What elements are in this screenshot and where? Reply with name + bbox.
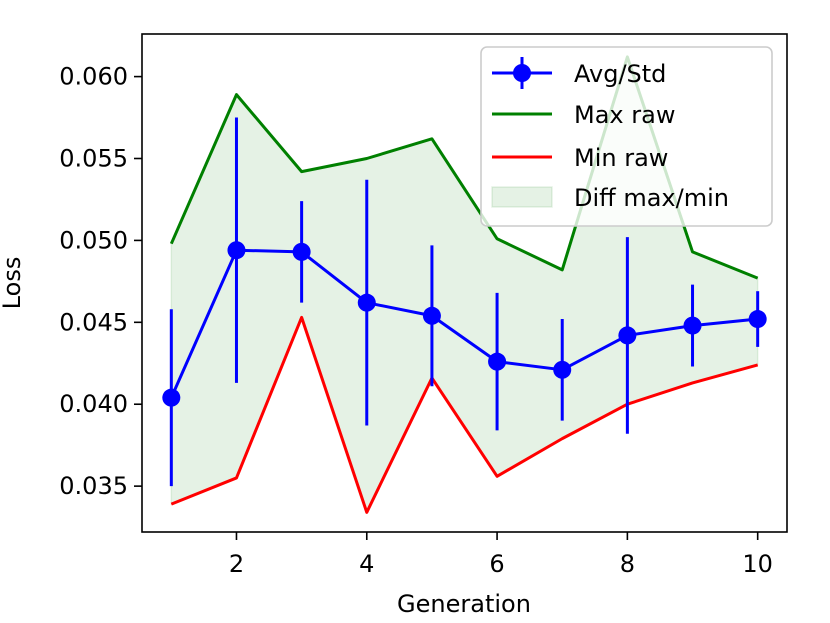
y-axis-label: Loss	[0, 257, 26, 310]
y-tick-label-0.055: 0.055	[59, 145, 128, 173]
x-axis-label: Generation	[397, 590, 531, 618]
legend-item-diff: Diff max/min	[491, 184, 729, 212]
avg-point-gen-7	[553, 360, 572, 379]
legend-label-diff: Diff max/min	[574, 184, 729, 212]
x-tick-label-2: 2	[229, 550, 244, 578]
x-tick-label-8: 8	[620, 550, 635, 578]
legend-item-min-raw: Min raw	[492, 144, 668, 172]
axes-frame	[141, 33, 788, 533]
y-tick-label-0.045: 0.045	[59, 308, 128, 336]
y-tick-label-0.035: 0.035	[59, 472, 128, 500]
legend: Avg/Std Max raw Min raw Diff max/min	[480, 46, 773, 227]
legend-avg-marker	[513, 64, 531, 82]
legend-box	[480, 46, 773, 227]
legend-label-avg-std: Avg/Std	[574, 60, 666, 88]
x-tick-label-6: 6	[489, 550, 504, 578]
legend-item-max-raw: Max raw	[492, 101, 675, 129]
legend-item-avg-std: Avg/Std	[492, 57, 666, 89]
avg-point-gen-5	[422, 306, 441, 325]
avg-point-gen-8	[618, 326, 637, 345]
avg-point-gen-3	[292, 242, 311, 261]
legend-label-min-raw: Min raw	[574, 144, 668, 172]
y-tick-label-0.060: 0.060	[59, 63, 128, 91]
avg-point-gen-10	[748, 310, 767, 329]
x-ticks: 2 4 6 8 10	[229, 532, 773, 578]
avg-point-gen-2	[227, 241, 246, 260]
y-tick-label-0.040: 0.040	[59, 390, 128, 418]
avg-point-gen-1	[162, 388, 181, 407]
y-tick-label-0.050: 0.050	[59, 226, 128, 254]
y-ticks: 0.035 0.040 0.045 0.050 0.055 0.060	[59, 63, 142, 500]
avg-point-gen-4	[357, 293, 376, 312]
x-tick-label-10: 10	[742, 550, 773, 578]
avg-point-gen-9	[683, 316, 702, 335]
avg-point-gen-6	[488, 352, 507, 371]
markers-layer	[162, 117, 767, 487]
min-raw-line	[170, 315, 759, 514]
avg-std-line	[169, 248, 758, 399]
x-tick-label-4: 4	[359, 550, 374, 578]
legend-diff-patch	[491, 186, 553, 208]
legend-label-max-raw: Max raw	[574, 101, 675, 129]
